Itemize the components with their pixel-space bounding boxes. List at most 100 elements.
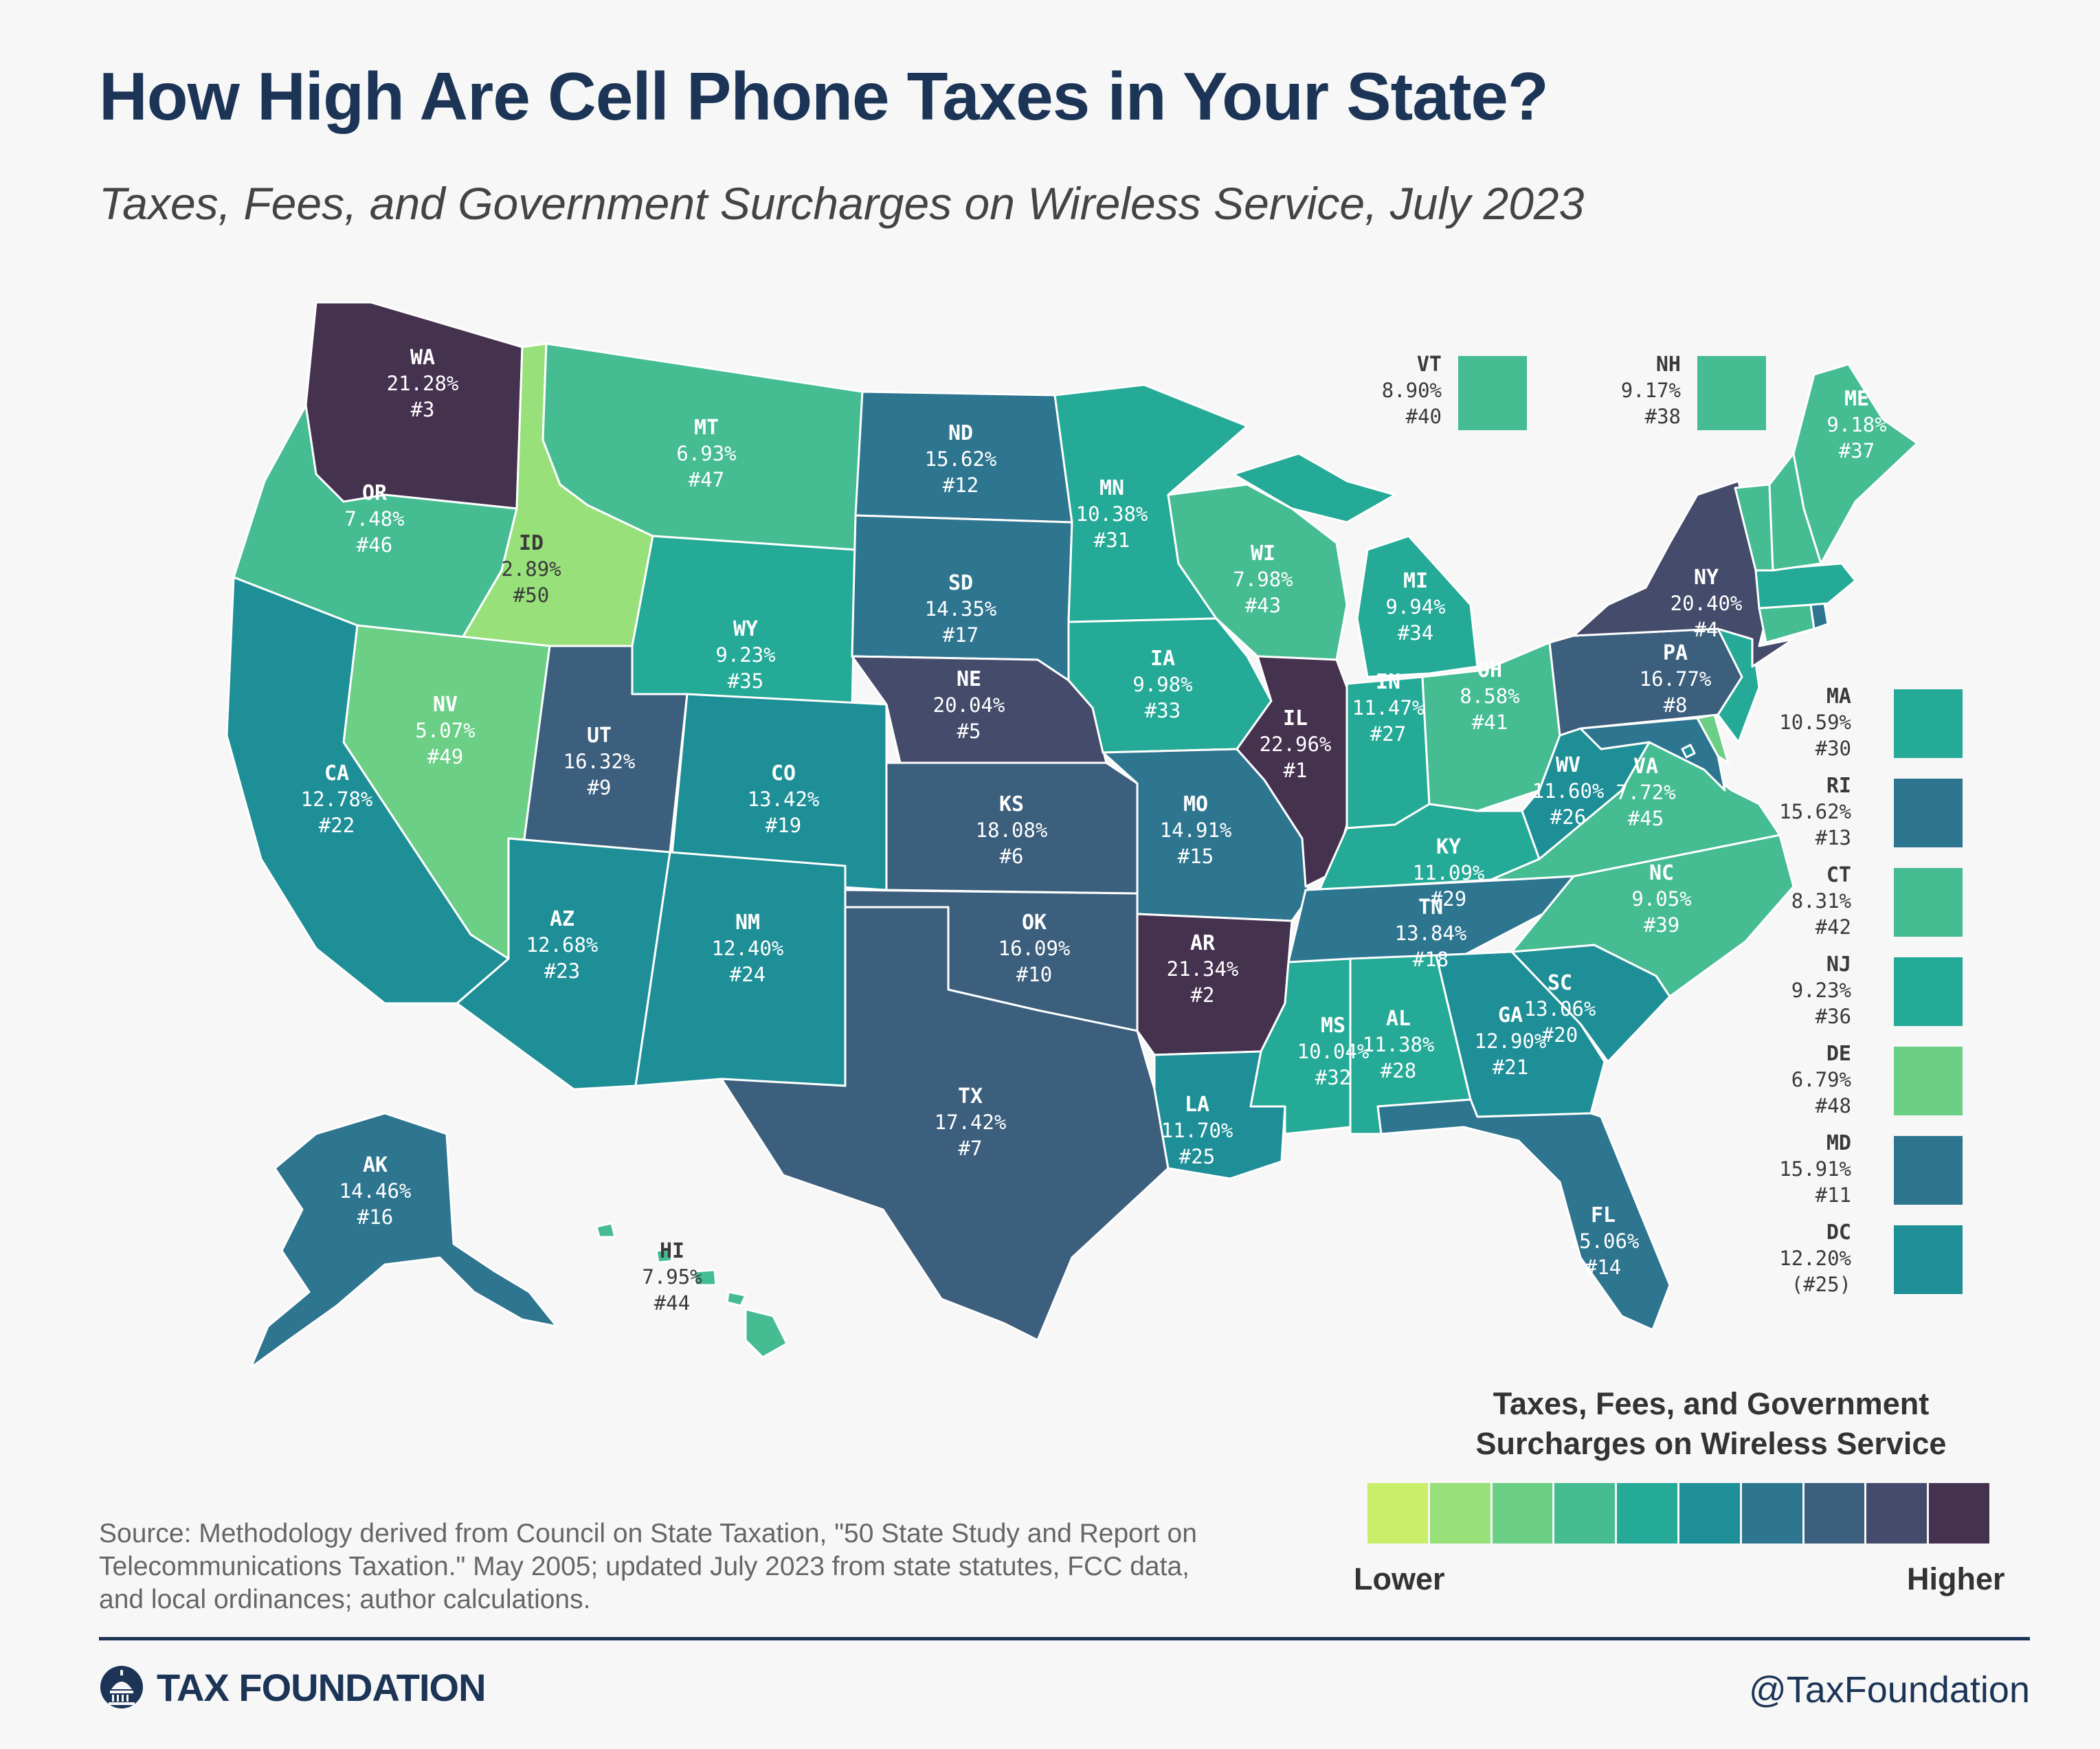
state-label-OH: OH8.58% #41 bbox=[1460, 658, 1519, 734]
state-label-abbr: NE bbox=[957, 667, 981, 691]
side-label-rank: #36 bbox=[1816, 1005, 1851, 1028]
page-subtitle: Taxes, Fees, and Government Surcharges o… bbox=[99, 178, 1585, 229]
legend-swatch bbox=[1492, 1483, 1555, 1544]
state-label-abbr: ID bbox=[519, 531, 544, 555]
state-label-abbr: WY bbox=[733, 617, 758, 641]
state-label-rank: #23 bbox=[544, 959, 580, 983]
state-label-abbr: OK bbox=[1022, 911, 1047, 935]
state-label-rank: #41 bbox=[1472, 711, 1508, 734]
state-label-abbr: IL bbox=[1283, 706, 1308, 731]
legend-lower-label: Lower bbox=[1354, 1561, 1445, 1596]
side-entry-CT: CT8.31%#42 bbox=[1791, 863, 1963, 939]
side-label-rank: #42 bbox=[1816, 915, 1851, 939]
state-label-rank: #4 bbox=[1695, 618, 1719, 641]
state-label-abbr: HI bbox=[660, 1239, 684, 1263]
state-label-abbr: LA bbox=[1185, 1093, 1209, 1117]
state-label-abbr: SC bbox=[1548, 971, 1572, 995]
state-label-rank: #17 bbox=[943, 623, 979, 647]
state-label-rate: 14.35% bbox=[925, 597, 997, 621]
state-label-abbr: AZ bbox=[550, 907, 574, 931]
state-label-abbr: WA bbox=[410, 346, 435, 370]
state-label-rank: #45 bbox=[1628, 807, 1664, 830]
state-label-rate: 16.09% bbox=[998, 937, 1071, 960]
state-label-abbr: ND bbox=[948, 421, 973, 445]
state-label-abbr: NV bbox=[433, 693, 458, 717]
source-note: Source: Methodology derived from Council… bbox=[99, 1519, 1197, 1614]
state-label-rate: 8.58% bbox=[1460, 684, 1519, 708]
state-label-rate: 20.04% bbox=[933, 693, 1005, 717]
state-label-abbr: TN bbox=[1418, 895, 1443, 920]
side-label-rank: #13 bbox=[1816, 826, 1851, 849]
side-label-rate: 9.23% bbox=[1791, 979, 1851, 1002]
state-label-rate: 13.42% bbox=[748, 788, 820, 811]
state-label-rank: #21 bbox=[1493, 1056, 1528, 1079]
state-label-rank: #26 bbox=[1550, 805, 1586, 829]
side-label-abbr: NJ bbox=[1827, 953, 1851, 977]
state-label-rank: #12 bbox=[943, 474, 979, 497]
state-label-rate: 21.28% bbox=[387, 372, 459, 395]
state-label-abbr: MS bbox=[1321, 1014, 1345, 1038]
legend-title-line1: Taxes, Fees, and Government bbox=[1493, 1386, 1930, 1421]
state-label-rate: 15.62% bbox=[925, 447, 997, 471]
side-label-rank: #48 bbox=[1816, 1094, 1851, 1117]
state-label-rate: 20.40% bbox=[1671, 592, 1743, 615]
state-label-rate: 17.42% bbox=[935, 1111, 1007, 1134]
state-label-abbr: UT bbox=[587, 724, 612, 748]
state-label-abbr: CA bbox=[324, 761, 349, 786]
page-title: How High Are Cell Phone Taxes in Your St… bbox=[99, 58, 1549, 134]
state-label-abbr: MN bbox=[1099, 476, 1124, 500]
state-label-rate: 7.98% bbox=[1233, 568, 1293, 591]
legend-swatch bbox=[1554, 1483, 1618, 1544]
legend-higher-label: Higher bbox=[1907, 1561, 2005, 1596]
state-HI bbox=[595, 1222, 788, 1359]
state-label-rate: 7.72% bbox=[1616, 781, 1675, 804]
state-label-rate: 7.48% bbox=[344, 507, 404, 531]
state-label-rank: #35 bbox=[728, 669, 763, 693]
side-swatch-RI bbox=[1894, 779, 1963, 847]
side-label-abbr: RI bbox=[1827, 774, 1851, 798]
state-label-abbr: KY bbox=[1436, 835, 1461, 859]
legend-title-line2: Surcharges on Wireless Service bbox=[1475, 1426, 1947, 1461]
side-label-rate: 15.91% bbox=[1779, 1157, 1851, 1181]
state-label-rank: #43 bbox=[1245, 594, 1281, 617]
state-label-abbr: NM bbox=[735, 911, 760, 935]
state-label-abbr: MT bbox=[694, 416, 719, 440]
state-label-abbr: AL bbox=[1386, 1007, 1411, 1031]
side-label-rate: 8.31% bbox=[1791, 889, 1851, 913]
state-label-rate: 12.40% bbox=[712, 937, 784, 960]
legend-swatch bbox=[1679, 1483, 1742, 1544]
state-label-abbr: KS bbox=[999, 792, 1024, 816]
state-label-abbr: ME bbox=[1844, 387, 1869, 411]
state-label-rank: #34 bbox=[1398, 621, 1433, 645]
state-label-rate: 11.60% bbox=[1532, 779, 1605, 803]
state-label-abbr: WV bbox=[1556, 753, 1580, 777]
side-label-rank: #40 bbox=[1406, 405, 1442, 428]
state-label-abbr: AR bbox=[1190, 931, 1216, 955]
state-label-rank: #33 bbox=[1145, 699, 1181, 722]
state-label-rank: #47 bbox=[689, 468, 724, 491]
side-label-rate: 6.79% bbox=[1791, 1068, 1851, 1091]
state-label-rate: 14.46% bbox=[339, 1179, 412, 1203]
legend-swatch bbox=[1866, 1483, 1930, 1544]
state-label-rate: 9.05% bbox=[1631, 887, 1691, 911]
state-label-rank: #24 bbox=[730, 963, 766, 986]
social-handle[interactable]: @TaxFoundation bbox=[1748, 1669, 2030, 1711]
legend-swatch bbox=[1804, 1483, 1867, 1544]
